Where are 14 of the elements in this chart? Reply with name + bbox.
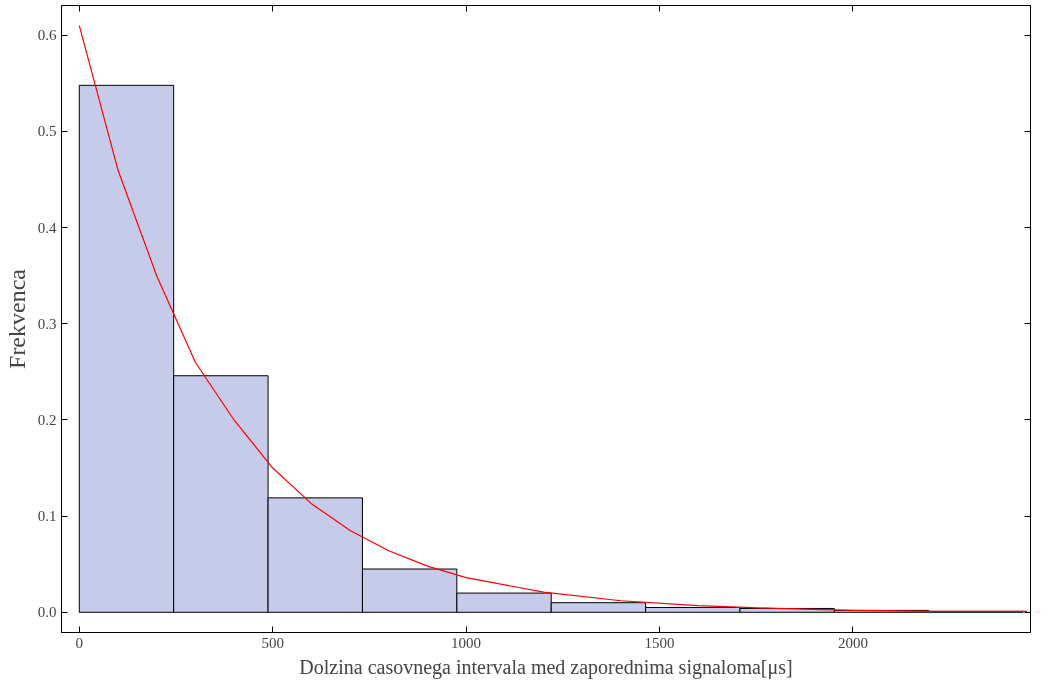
x-tick-label: 500: [261, 634, 284, 651]
y-tick-label: 0.5: [37, 123, 57, 140]
x-tick-label: 1500: [644, 634, 675, 651]
x-tick-label: 1000: [451, 634, 482, 651]
y-tick-label: 0.0: [37, 604, 57, 621]
y-tick-label: 0.4: [37, 219, 57, 236]
y-tick-label: 0.3: [37, 315, 57, 332]
x-axis-title: Dolzina casovnega intervala med zaporednima signaloma[μs]: [299, 655, 793, 679]
x-tick-label: 2000: [837, 634, 868, 651]
x-tick-label: 0: [75, 634, 84, 651]
y-tick-label: 0.2: [37, 411, 57, 428]
y-axis-title: Frekvenca: [3, 268, 30, 369]
y-tick-label: 0.1: [37, 508, 57, 525]
y-tick-label: 0.6: [37, 27, 57, 44]
